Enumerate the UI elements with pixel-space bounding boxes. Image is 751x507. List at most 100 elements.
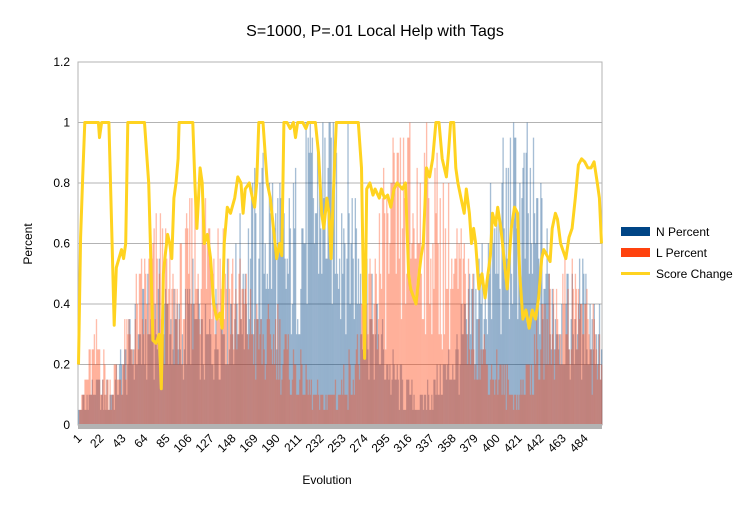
bar-l-percent [573,319,576,425]
bar-l-percent [271,364,274,425]
bar-n-percent [390,394,392,425]
bar-n-percent [239,213,241,425]
bar-l-percent [257,319,259,425]
bar-n-percent [278,243,280,425]
bar-n-percent [549,334,551,425]
bar-n-percent [233,364,235,425]
bar-l-percent [212,273,214,425]
bar-n-percent [458,394,460,425]
bar-l-percent [480,349,482,425]
bar-n-percent [496,213,498,425]
bar-l-percent [146,304,148,425]
bar-l-percent [154,319,156,425]
bar-l-percent [221,334,223,425]
bar-n-percent [472,288,474,425]
bar-n-percent [277,198,279,425]
bar-l-percent [326,409,328,425]
bar-n-percent [240,319,242,425]
bar-n-percent [326,258,328,425]
bar-l-percent [584,304,586,425]
bar-n-percent [544,288,546,425]
bar-l-percent [209,228,211,425]
bar-l-percent [309,394,311,425]
bar-n-percent [120,364,123,425]
bar-l-percent [186,228,189,425]
bar-l-percent [170,334,172,425]
bar-l-percent [419,183,421,425]
bar-n-percent [224,364,227,425]
bar-l-percent [238,273,240,425]
bar-l-percent [528,364,530,425]
bar-l-percent [462,258,464,425]
bar-n-percent [320,228,322,425]
bar-n-percent [332,122,335,425]
bar-n-percent [588,364,590,425]
bar-n-percent [181,334,184,425]
bar-n-percent [431,394,433,425]
bar-n-percent [582,258,584,425]
bar-l-percent [315,394,318,425]
bar-l-percent [179,243,182,425]
bar-n-percent [429,409,431,425]
bar-n-percent [92,394,95,425]
bar-l-percent [216,304,218,425]
bar-l-percent [554,349,557,425]
bar-l-percent [211,319,213,425]
bar-n-percent [160,364,163,425]
chart-title: S=1000, P=.01 Local Help with Tags [246,23,504,40]
bar-n-percent [587,364,589,425]
bar-l-percent [362,304,364,425]
bar-l-percent [541,304,543,425]
bar-n-percent [581,379,583,425]
bar-n-percent [600,349,603,425]
bar-l-percent [520,379,522,425]
bar-l-percent [472,273,474,425]
x-axis-baseline [78,424,602,429]
bar-n-percent [162,334,165,425]
bar-l-percent [329,394,331,425]
bar-l-percent [386,198,388,425]
bar-l-percent [533,334,536,425]
bar-l-percent [240,319,242,425]
bar-l-percent [137,349,140,425]
bar-n-percent [118,364,121,425]
bar-l-percent [313,394,316,425]
bar-l-percent [461,304,463,425]
bar-n-percent [285,288,287,425]
bar-n-percent [393,364,395,425]
bar-l-percent [450,288,452,425]
bar-n-percent [256,319,258,425]
bar-l-percent [471,349,473,425]
x-axis-label: Evolution [302,473,351,487]
bar-l-percent [89,349,91,425]
bar-l-percent [159,213,162,425]
bar-l-percent [587,319,589,425]
bar-l-percent [348,349,350,425]
bar-l-percent [549,288,551,425]
bar-n-percent [291,304,294,425]
bar-l-percent [255,379,257,425]
bar-n-percent [589,304,591,425]
bar-l-percent [245,273,248,425]
bar-n-percent [424,394,427,425]
bar-l-percent [387,213,389,425]
bar-l-percent [280,394,282,425]
bar-l-percent [530,364,533,425]
bar-l-percent [476,379,478,425]
bar-l-percent [90,394,92,425]
bar-n-percent [481,243,483,425]
bar-l-percent [435,213,437,425]
bar-l-percent [317,394,320,425]
bar-n-percent [284,258,286,425]
bar-l-percent [516,409,518,425]
bar-n-percent [555,334,558,425]
bar-l-percent [459,258,461,425]
bar-l-percent [172,273,174,425]
bar-n-percent [104,394,106,425]
bar-n-percent [438,394,440,425]
bar-n-percent [462,334,464,425]
bar-n-percent [327,167,329,425]
bar-n-percent [494,228,496,425]
bar-n-percent [575,349,578,425]
bar-l-percent [535,319,538,425]
